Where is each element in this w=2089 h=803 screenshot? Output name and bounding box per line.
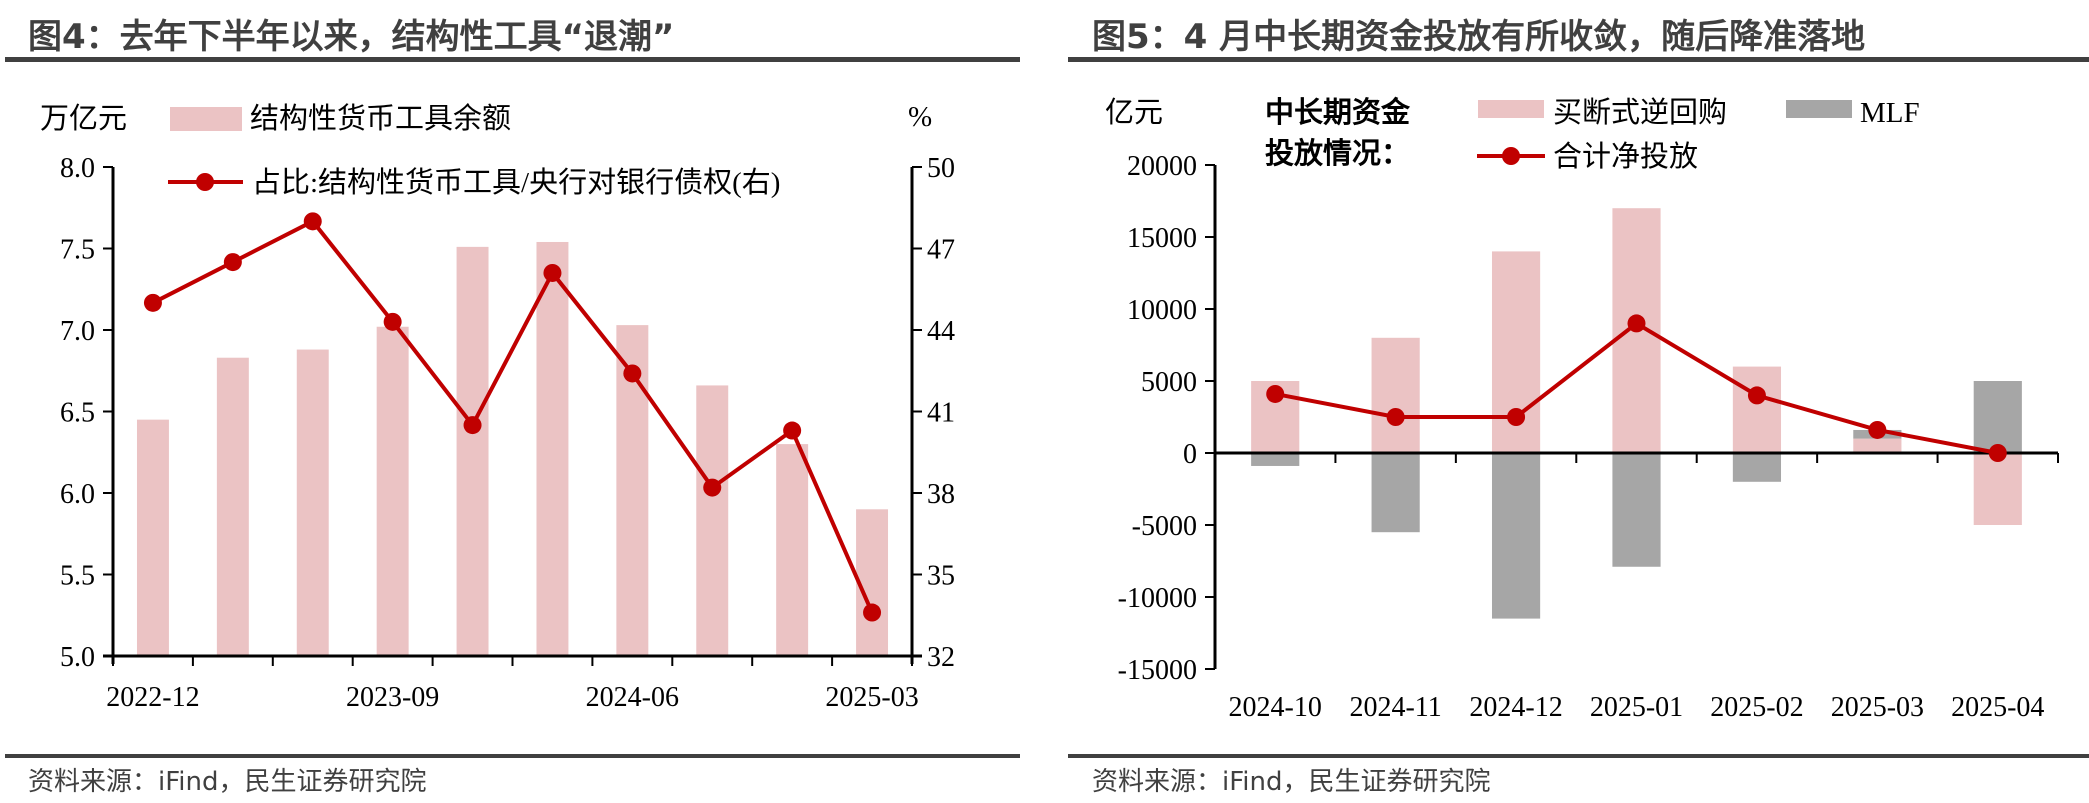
- source-note: 资料来源：iFind，民生证券研究院: [1092, 767, 1491, 797]
- chart-title: 图5：4 月中长期资金投放有所收敛，随后降准落地: [1092, 17, 1865, 57]
- bar-mlf: [1371, 453, 1420, 533]
- y-tick-label-right: 35: [927, 561, 955, 592]
- legend-title-1: 中长期资金: [1265, 95, 1411, 129]
- line-point: [1627, 314, 1646, 333]
- chart-title: 图4：去年下半年以来，结构性工具“退潮”: [28, 17, 674, 57]
- legend-label-net: 合计净投放: [1553, 140, 1698, 173]
- y-tick-label-left: 7.5: [60, 235, 95, 266]
- bar-mlf: [1612, 453, 1661, 567]
- x-tick-label: 2025-04: [1951, 692, 2044, 723]
- legend-label-line: 占比:结构性货币工具/央行对银行债权(右): [252, 166, 780, 199]
- bar-mlf: [1491, 453, 1541, 619]
- line-point: [863, 603, 882, 622]
- y-tick-label-left: 7.0: [60, 316, 95, 347]
- x-tick-label: 2023-09: [346, 682, 439, 713]
- y-tick-label: -15000: [1118, 655, 1197, 686]
- line-point: [1266, 384, 1285, 403]
- line-point: [143, 293, 162, 312]
- line-point: [783, 421, 802, 440]
- y-tick-label-left: 8.0: [60, 153, 95, 184]
- legend-swatch-bar: [170, 107, 242, 131]
- y-tick-label-left: 6.0: [60, 479, 95, 510]
- line-share: [152, 218, 874, 614]
- footer-rule: [1068, 754, 2089, 758]
- bar-balance: [696, 385, 729, 656]
- x-tick-label: 2024-06: [586, 682, 679, 713]
- bar-balance: [376, 326, 409, 656]
- y-tick-label-left: 5.5: [60, 561, 95, 592]
- line-point: [383, 312, 402, 331]
- bar-balance: [216, 357, 249, 656]
- y-tick-label-right: 47: [927, 235, 955, 266]
- y-tick-label-right: 50: [927, 153, 955, 184]
- y-tick-label-left: 6.5: [60, 398, 95, 429]
- y-axis-label-right: %: [908, 101, 932, 133]
- bar-mlf: [1732, 453, 1782, 482]
- line-point: [543, 263, 562, 282]
- title-rule: [1068, 57, 2089, 62]
- legend-title-2: 投放情况：: [1265, 137, 1410, 170]
- line-point: [303, 212, 322, 231]
- y-tick-label-right: 32: [927, 642, 955, 673]
- y-axis-label: 亿元: [1105, 96, 1163, 129]
- y-tick-label: 5000: [1141, 367, 1197, 398]
- y-tick-label-right: 41: [927, 398, 955, 429]
- y-tick-label: 20000: [1127, 151, 1197, 182]
- line-point: [1868, 420, 1887, 439]
- bar-balance: [296, 349, 329, 656]
- line-point: [703, 478, 722, 497]
- y-tick-label: 10000: [1127, 295, 1197, 326]
- x-tick-label: 2025-01: [1590, 692, 1683, 723]
- legend-label-reverse-repo: 买断式逆回购: [1553, 96, 1727, 129]
- line-point: [623, 364, 642, 383]
- bar-balance: [856, 509, 889, 656]
- y-tick-label-right: 44: [927, 316, 955, 347]
- bar-reverse-repo: [1371, 337, 1420, 453]
- line-point: [223, 253, 242, 272]
- y-tick-label-right: 38: [927, 479, 955, 510]
- bar-reverse-repo: [1973, 453, 2022, 525]
- bar-balance: [776, 444, 809, 656]
- footer-rule: [5, 754, 1020, 758]
- y-tick-label: -5000: [1132, 511, 1197, 542]
- x-tick-label: 2025-03: [825, 682, 918, 713]
- y-tick-label-left: 5.0: [60, 642, 95, 673]
- bar-mlf: [1973, 381, 2022, 453]
- y-tick-label: -10000: [1118, 583, 1197, 614]
- x-tick-label: 2024-12: [1469, 692, 1562, 723]
- legend-marker: [196, 173, 214, 191]
- line-point: [1747, 386, 1766, 405]
- legend-label-bar: 结构性货币工具余额: [250, 102, 511, 135]
- source-note: 资料来源：iFind，民生证券研究院: [28, 767, 427, 797]
- line-point: [1386, 408, 1405, 426]
- y-tick-label: 15000: [1127, 223, 1197, 254]
- bar-balance: [536, 241, 569, 657]
- x-tick-label: 2025-02: [1710, 692, 1803, 723]
- bar-reverse-repo: [1853, 438, 1902, 453]
- legend-swatch-mlf: [1786, 100, 1852, 118]
- bar-mlf: [1251, 453, 1300, 466]
- legend-swatch-reverse-repo: [1478, 100, 1544, 118]
- x-tick-label: 2022-12: [106, 682, 199, 713]
- legend-marker: [1502, 147, 1520, 165]
- line-point: [1507, 408, 1526, 426]
- x-tick-label: 2024-11: [1349, 692, 1441, 723]
- x-tick-label: 2025-03: [1831, 692, 1924, 723]
- y-axis-label-left: 万亿元: [40, 102, 127, 135]
- y-tick-label: 0: [1183, 439, 1197, 470]
- line-point: [1988, 444, 2007, 462]
- title-rule: [5, 57, 1020, 62]
- bar-balance: [456, 246, 489, 656]
- x-tick-label: 2024-10: [1229, 692, 1322, 723]
- line-point: [463, 416, 482, 435]
- bar-balance: [136, 419, 169, 656]
- legend-label-mlf: MLF: [1860, 97, 1920, 129]
- bar-reverse-repo: [1732, 366, 1782, 453]
